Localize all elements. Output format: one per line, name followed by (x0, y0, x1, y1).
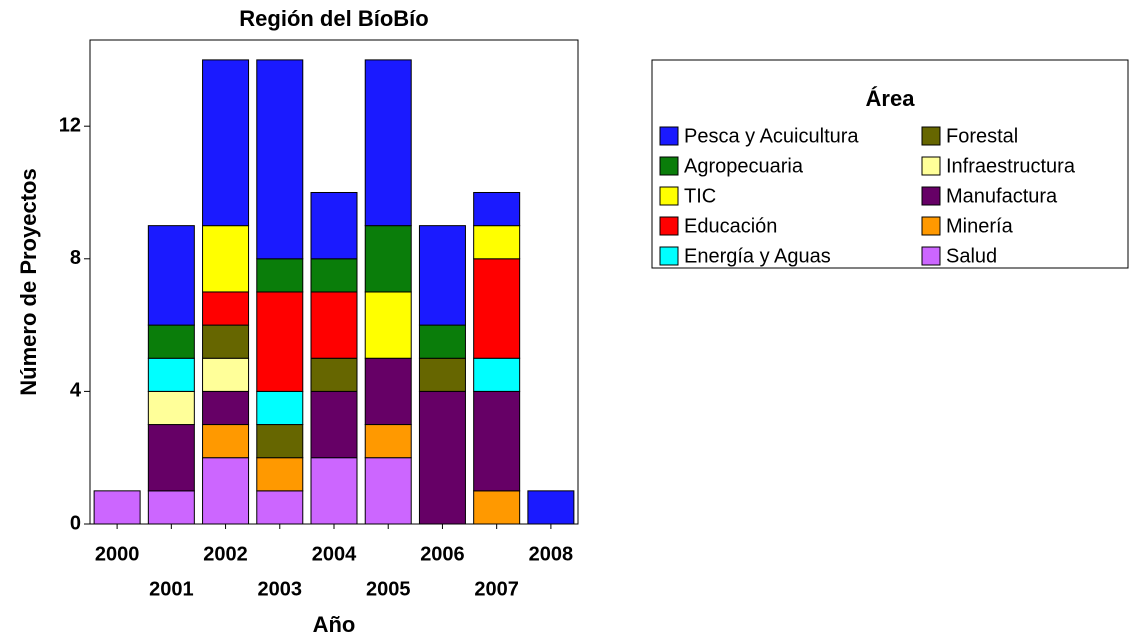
legend-swatch (659, 126, 679, 146)
x-tick-label: 2006 (420, 543, 465, 565)
x-tick-label: 2000 (95, 543, 140, 565)
legend-swatch (921, 126, 941, 146)
legend-label: Energía y Aguas (684, 245, 831, 267)
bar-segment (147, 324, 195, 359)
legend-swatch (921, 156, 941, 176)
x-tick-label: 2003 (258, 578, 303, 600)
bar-segment (202, 457, 250, 525)
x-tick-label: 2007 (474, 578, 519, 600)
y-tick-label: 0 (70, 512, 81, 534)
bar-segment (256, 457, 304, 492)
bar-segment (364, 357, 412, 426)
legend-box (651, 59, 1129, 269)
bar-segment (310, 191, 358, 260)
bar-segment (147, 490, 195, 525)
bar-segment (202, 291, 250, 326)
y-tick-label: 4 (70, 380, 82, 402)
x-tick-label: 2002 (203, 543, 248, 565)
bar-segment (147, 424, 195, 492)
bar-segment (256, 59, 304, 260)
legend-label: Pesca y Acuicultura (684, 125, 859, 147)
bar-segment (418, 225, 466, 326)
bar-segment (364, 291, 412, 359)
bar-segment (473, 390, 521, 492)
bar-segment (473, 490, 521, 525)
bar-segment (256, 390, 304, 426)
legend-swatch (659, 216, 679, 236)
y-axis-label: Número de Proyectos (16, 168, 41, 395)
bar-segment (310, 390, 358, 459)
y-tick-label: 8 (70, 247, 81, 269)
legend-label: TIC (684, 185, 716, 207)
bar-segment (473, 191, 521, 227)
bar-segment (202, 424, 250, 459)
bar-segment (364, 457, 412, 525)
bar-segment (310, 258, 358, 293)
bar-segment (93, 490, 141, 525)
legend-label: Manufactura (946, 185, 1058, 207)
bar-segment (147, 225, 195, 326)
bar-segment (147, 390, 195, 426)
bar-segment (418, 357, 466, 392)
x-tick-label: 2005 (366, 578, 411, 600)
bar-segment (202, 225, 250, 293)
x-tick-label: 2001 (149, 578, 194, 600)
legend-label: Salud (946, 245, 997, 267)
legend-swatch (659, 156, 679, 176)
legend-swatch (659, 186, 679, 206)
bar-segment (310, 457, 358, 525)
bar-segment (256, 424, 304, 459)
x-axis-label: Año (313, 612, 356, 637)
bar-segment (256, 258, 304, 293)
x-tick-label: 2008 (529, 543, 574, 565)
legend-title: Área (866, 86, 916, 111)
bar-segment (202, 390, 250, 426)
bar-segment (202, 324, 250, 359)
bar-segment (310, 291, 358, 359)
bar-segment (364, 59, 412, 227)
legend-swatch (921, 246, 941, 266)
bar-segment (418, 324, 466, 359)
bar-segment (202, 357, 250, 392)
bar-segment (527, 490, 575, 525)
legend-label: Minería (946, 215, 1014, 237)
legend-label: Infraestructura (946, 155, 1076, 177)
bar-segment (473, 225, 521, 260)
legend-label: Agropecuaria (684, 155, 804, 177)
bar-segment (364, 424, 412, 459)
legend-swatch (921, 186, 941, 206)
bar-segment (256, 490, 304, 525)
bar-segment (473, 357, 521, 392)
bar-segment (202, 59, 250, 227)
bar-segment (364, 225, 412, 293)
bar-segment (473, 258, 521, 359)
x-tick-label: 2004 (312, 543, 357, 565)
bar-segment (256, 291, 304, 392)
chart-title: Región del BíoBío (239, 6, 428, 31)
legend-label: Forestal (946, 125, 1018, 147)
bar-segment (418, 390, 466, 525)
bar-segment (310, 357, 358, 392)
bar-segment (147, 357, 195, 392)
legend-label: Educación (684, 215, 777, 237)
legend-swatch (659, 246, 679, 266)
legend-swatch (921, 216, 941, 236)
y-tick-label: 12 (59, 114, 81, 136)
